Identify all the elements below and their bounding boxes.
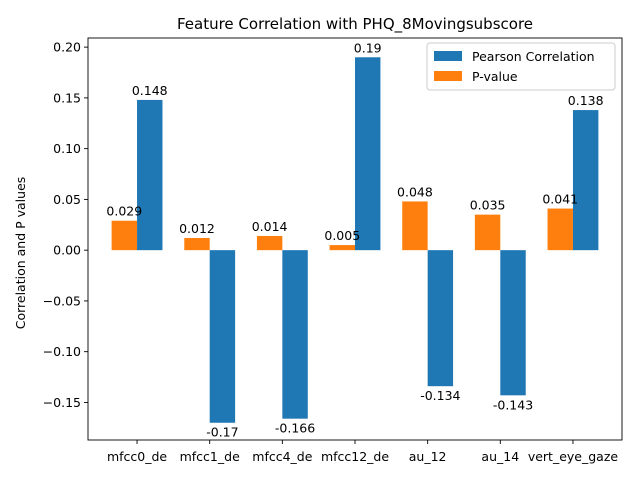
x-tick-label: mfcc12_de [321, 449, 389, 464]
data-label-pvalue-mfcc4-de: 0.014 [252, 219, 288, 234]
bar-pearson-mfcc12-de [355, 57, 381, 251]
bar-pearson-mfcc4-de [282, 250, 308, 419]
bar-pvalue-mfcc4-de [256, 235, 283, 251]
bar-pearson-vert-eye-gaze [572, 110, 599, 251]
legend: Pearson Correlation P-value [426, 42, 616, 91]
legend-label-pvalue: P-value [472, 69, 518, 84]
data-label-pearson-mfcc4-de: -0.166 [275, 421, 315, 436]
data-label-pvalue-mfcc0-de: 0.029 [106, 204, 142, 219]
data-label-pvalue-mfcc1-de: 0.012 [179, 221, 215, 236]
data-label-pvalue-mfcc12-de: 0.005 [324, 228, 360, 243]
y-tick-label: 0.00 [53, 243, 81, 258]
data-label-pearson-vert-eye-gaze: 0.138 [568, 93, 604, 108]
x-tick-label: mfcc1_de [180, 449, 240, 464]
bar-pvalue-vert-eye-gaze [547, 208, 573, 251]
bar-pearson-au-14 [500, 250, 526, 396]
data-label-pvalue-au-12: 0.048 [397, 184, 433, 199]
data-label-pearson-mfcc1-de: -0.17 [206, 425, 238, 440]
data-label-pearson-mfcc12-de: 0.19 [354, 40, 382, 55]
bar-pearson-mfcc0-de [137, 99, 163, 251]
y-tick-label: −0.15 [43, 395, 81, 410]
legend-box [426, 42, 616, 91]
x-tick-label: au_14 [481, 449, 519, 464]
bar-pearson-au-12 [427, 250, 454, 387]
data-label-pvalue-au-14: 0.035 [470, 198, 506, 213]
data-label-pvalue-vert-eye-gaze: 0.041 [542, 192, 578, 207]
chart-title: Feature Correlation with PHQ_8Movingsubs… [177, 15, 533, 34]
bar-pearson-mfcc1-de [209, 250, 236, 423]
bar-pvalue-au-12 [402, 201, 428, 251]
y-axis-label: Correlation and P values [13, 177, 28, 330]
y-tick-label: 0.10 [53, 141, 81, 156]
bar-pvalue-au-14 [474, 214, 501, 251]
axes-layer: −0.15 −0.10 −0.05 0.00 0.05 0.10 0.15 0.20 mfcc0… [43, 37, 623, 464]
bar-pvalue-mfcc1-de [184, 237, 210, 251]
y-tick-label: 0.15 [53, 90, 81, 105]
x-tick-label: au_12 [409, 449, 447, 464]
data-label-pearson-mfcc0-de: 0.148 [132, 83, 168, 98]
bar-pvalue-mfcc0-de [111, 220, 138, 251]
y-tick-label: 0.05 [53, 192, 81, 207]
x-tick-label: mfcc0_de [107, 449, 167, 464]
x-tick-label: mfcc4_de [252, 449, 312, 464]
bars-layer [111, 57, 599, 423]
y-tick-label: −0.10 [43, 344, 81, 359]
x-tick-label: vert_eye_gaze [528, 449, 619, 464]
data-label-pearson-au-14: -0.143 [493, 397, 533, 412]
y-tick-label: 0.20 [53, 40, 81, 55]
data-label-pearson-au-12: -0.134 [420, 388, 460, 403]
legend-label-pearson: Pearson Correlation [472, 49, 595, 64]
bar-pvalue-mfcc12-de [329, 245, 355, 251]
legend-swatch-pearson [434, 51, 462, 61]
legend-swatch-pvalue [434, 71, 462, 81]
y-tick-label: −0.05 [43, 293, 81, 308]
data-labels-layer: 0.029 0.012 0.014 0.005 0.048 0.035 0.041 0.148… [106, 40, 603, 439]
